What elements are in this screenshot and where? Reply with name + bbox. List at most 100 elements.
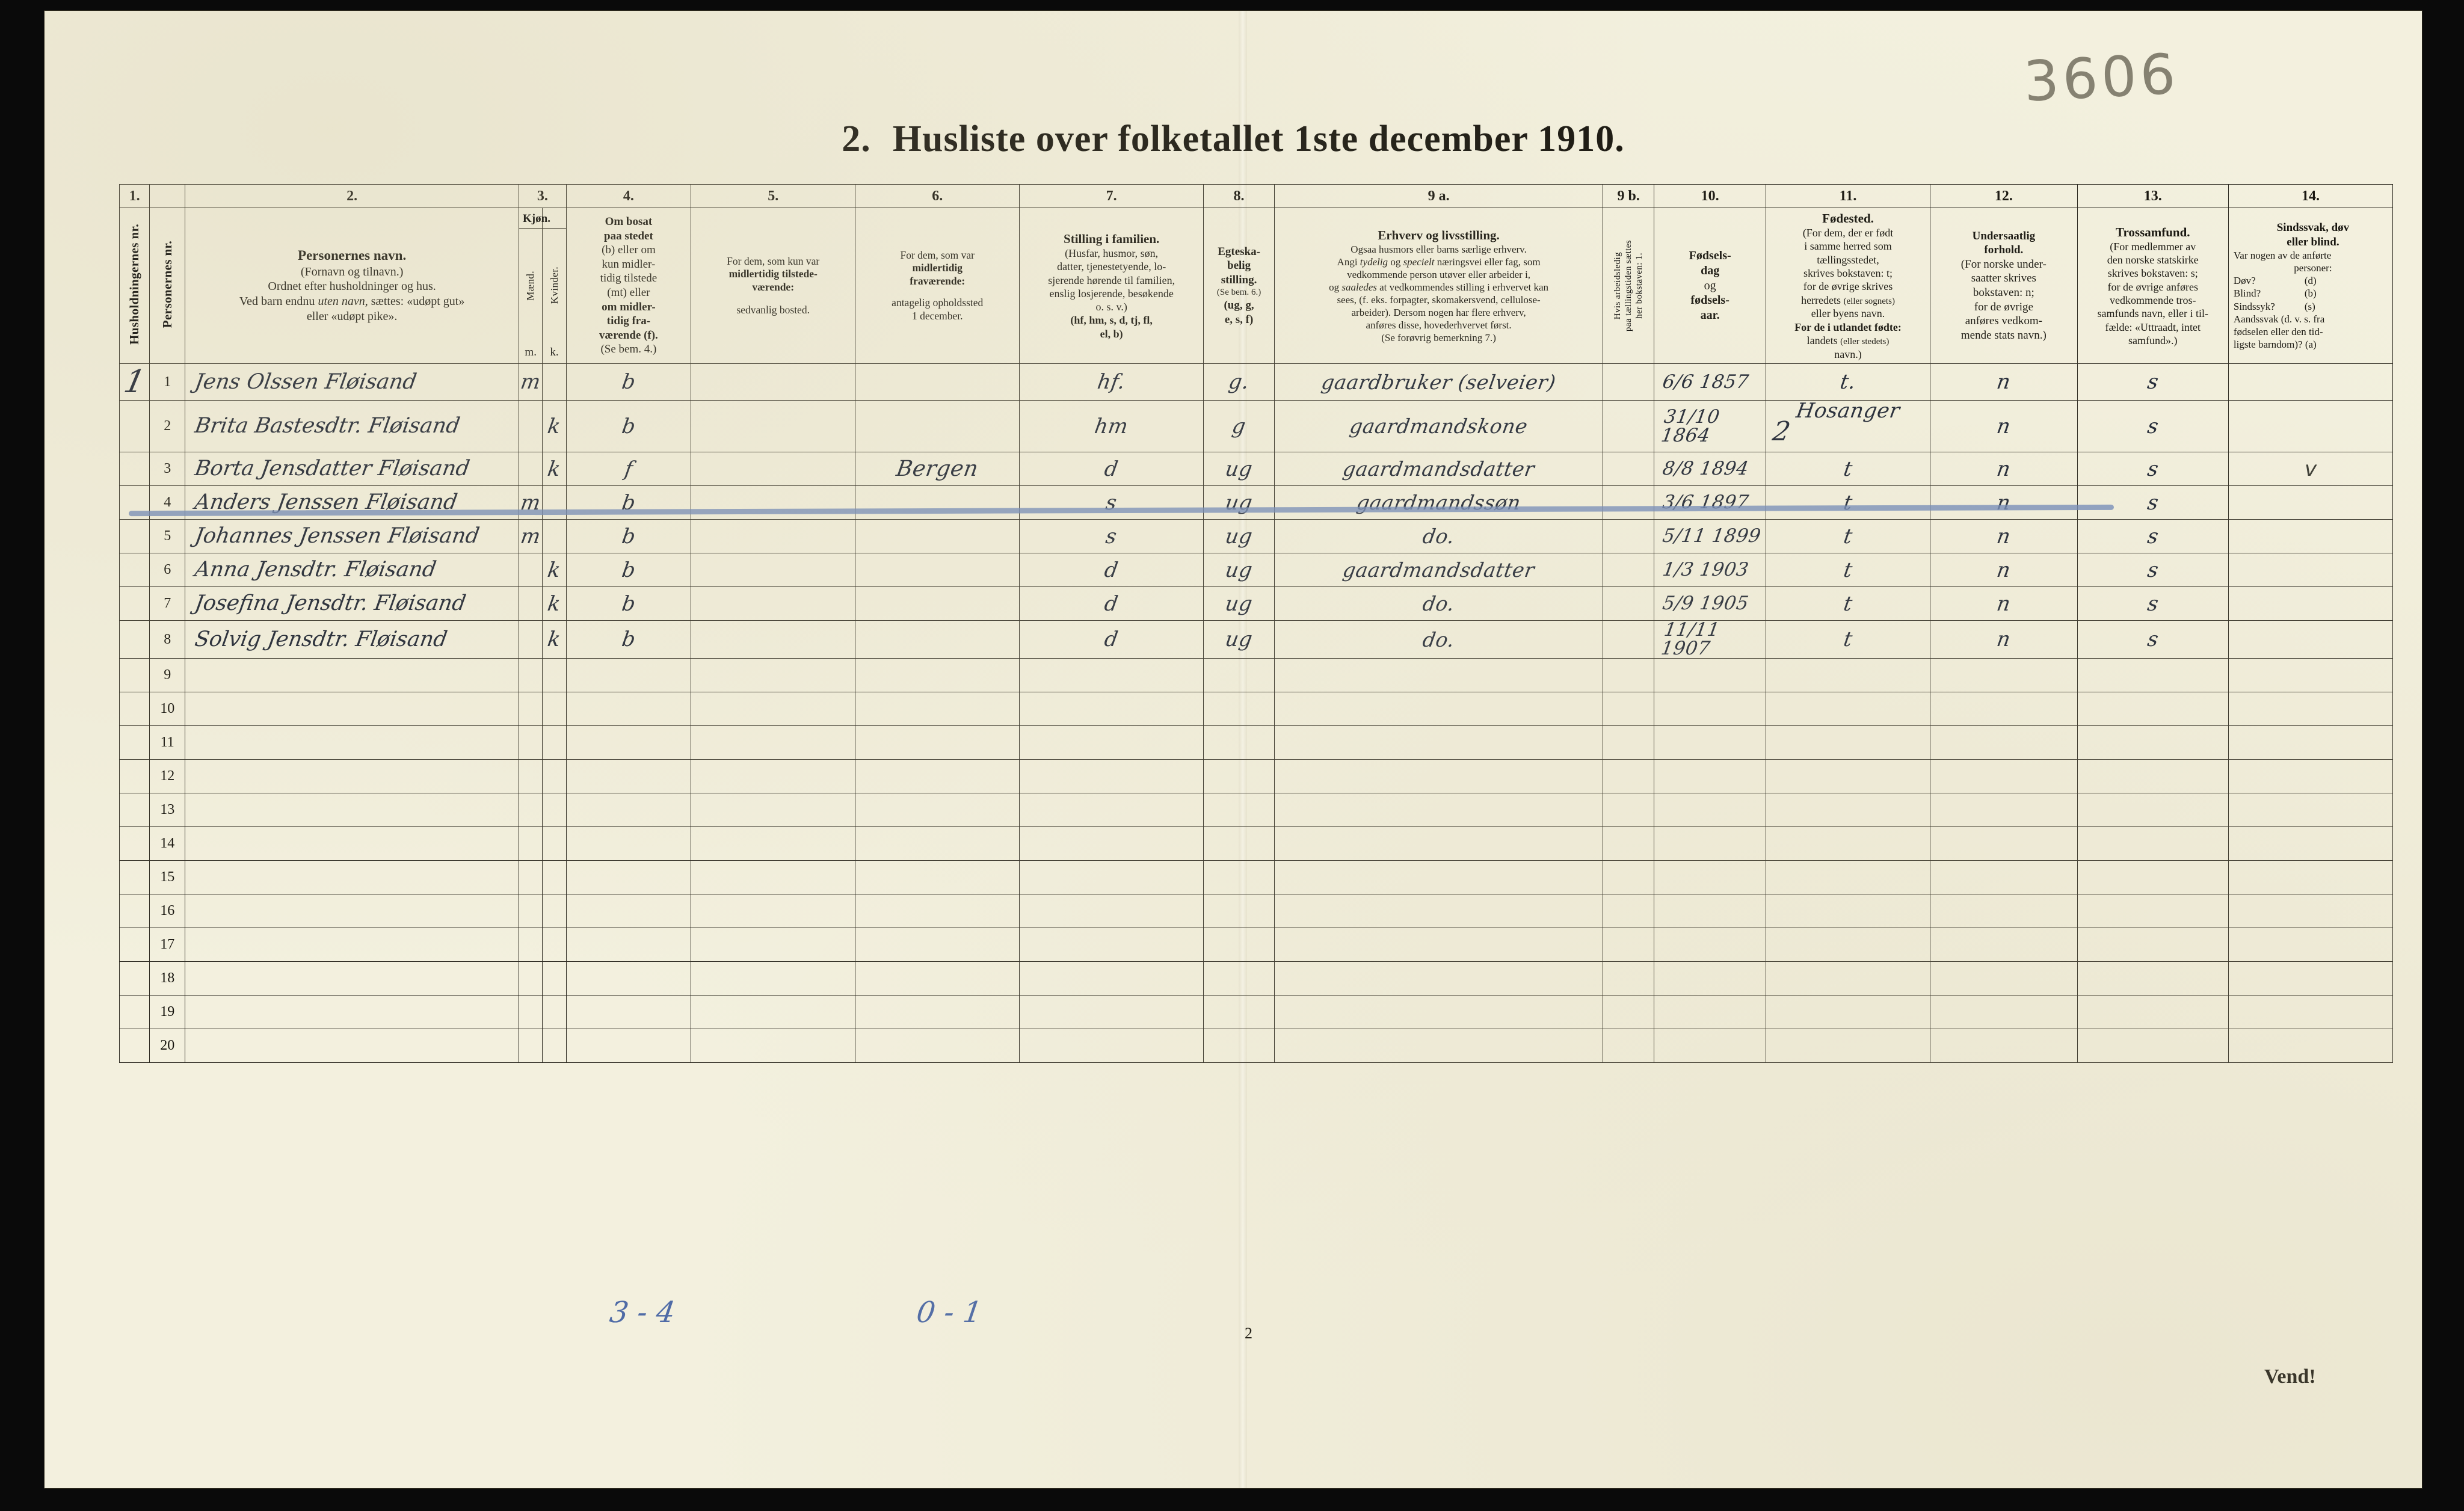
cell-empty: [542, 995, 567, 1029]
cell-person-name: Solvig Jensdtr. Fløisand: [185, 620, 520, 659]
person-no-value: 7: [164, 595, 171, 611]
header-name-l4: eller «udøpt pike».: [306, 310, 398, 324]
cell-empty: [565, 759, 692, 793]
cell-citizenship: n: [1930, 519, 2078, 553]
table-row-blank: 16: [119, 894, 2394, 928]
cell-empty: [519, 995, 543, 1029]
person-no-value: 11: [160, 734, 174, 750]
cell-family-position: d: [1019, 620, 1204, 659]
header-citizenship: Undersaatlig forhold. (For norske under-…: [1930, 208, 2078, 364]
paper-sheet: 3606 2. Husliste over folketallet 1ste de…: [45, 11, 2422, 1488]
colnum-11: 11.: [1765, 184, 1931, 208]
cell-residence-status: b: [565, 363, 692, 401]
cell-empty: [2228, 658, 2394, 692]
occupation-value: gaardmandskone: [1348, 414, 1530, 438]
header-temp-present: For dem, som kun var midlertidig tilsted…: [691, 208, 856, 364]
table-row-blank: 10: [119, 692, 2394, 726]
cell-empty: [1019, 894, 1204, 928]
cell-empty: [565, 1029, 692, 1063]
cell-empty: [2228, 995, 2394, 1029]
cell-absent-location: [855, 620, 1020, 659]
cell-person-no: 3: [149, 452, 186, 486]
cell-empty: [1019, 995, 1204, 1029]
cell-absent-location: [855, 400, 1020, 452]
cell-empty: [565, 793, 692, 827]
person-no-value: 6: [164, 562, 171, 577]
cell-sex-male: [519, 553, 543, 587]
cell-empty: [2228, 826, 2394, 861]
cell-empty: [2228, 894, 2394, 928]
table-row-blank: 20: [119, 1029, 2394, 1063]
person-no-value: 1: [164, 374, 171, 390]
cell-empty: [1603, 995, 1655, 1029]
cell-empty: [1203, 1029, 1275, 1063]
cell-empty: [855, 860, 1020, 894]
cell-empty: [2077, 793, 2229, 827]
archive-number: 3606: [2022, 42, 2181, 114]
cell-empty: [565, 826, 692, 861]
table-row: 8 Solvig Jensdtr. Fløisand k b d ug do. 11/11 1…: [119, 619, 2394, 659]
header-name-l1: (Fornavn og tilnavn.): [300, 265, 404, 279]
cell-empty: [691, 759, 856, 793]
colnum-9a: 9 a.: [1274, 184, 1604, 208]
citizenship-value: n: [1995, 558, 2013, 582]
cell-empty: [519, 658, 543, 692]
cell-usual-residence: [691, 485, 856, 520]
cell-religion: s: [2077, 620, 2229, 659]
cell-sex-female: [542, 363, 567, 401]
cell-empty: [1930, 826, 2078, 861]
marital-status-value: ug: [1224, 558, 1255, 582]
cell-empty: [565, 961, 692, 996]
colnum-12: 12.: [1930, 184, 2078, 208]
cell-empty: [119, 860, 150, 894]
cell-empty: [1930, 860, 2078, 894]
colnum-6: 6.: [855, 184, 1020, 208]
cell-empty: [542, 894, 567, 928]
cell-household-no: [119, 553, 150, 587]
cell-empty: [1603, 928, 1655, 962]
cell-empty: [1203, 961, 1275, 996]
cell-usual-residence: [691, 586, 856, 621]
cell-household-no: [119, 586, 150, 621]
header-name-l3: Ved barn endnu uten navn, sættes: «udøpt…: [239, 295, 465, 309]
cell-marital-status: ug: [1203, 452, 1275, 486]
religion-value: s: [2145, 414, 2160, 439]
person-name-value: Anders Jenssen Fløisand: [193, 490, 460, 514]
cell-birth-date: 6/6 1857: [1654, 363, 1766, 401]
cell-empty: [565, 995, 692, 1029]
cell-empty: [542, 961, 567, 996]
sex-male-value: m: [519, 370, 543, 394]
cell-empty: [1603, 759, 1655, 793]
cell-empty: [542, 860, 567, 894]
cell-residence-status: b: [565, 586, 692, 621]
person-no-value: 10: [160, 701, 175, 716]
cell-person-name: Brita Bastesdtr. Fløisand: [185, 400, 520, 452]
colnum-9b: 9 b.: [1603, 184, 1655, 208]
cell-sex-female: k: [542, 553, 567, 587]
religion-value: s: [2145, 627, 2160, 651]
cell-empty: [1019, 793, 1204, 827]
table-row-blank: 14: [119, 826, 2394, 861]
colnum-4: 4.: [565, 184, 692, 208]
residence-status-value: b: [620, 414, 638, 439]
cell-empty: [1765, 1029, 1931, 1063]
cell-empty: [2228, 961, 2394, 996]
cell-birth-date: 5/9 1905: [1654, 586, 1766, 621]
cell-sex-female: k: [542, 452, 567, 486]
cell-person-no: 10: [149, 692, 186, 726]
cell-person-no: 15: [149, 860, 186, 894]
birth-place-value: t: [1841, 558, 1855, 582]
cell-empty: [1765, 995, 1931, 1029]
cell-empty: [1603, 725, 1655, 760]
cell-empty: [1603, 793, 1655, 827]
person-no-value: 16: [160, 903, 175, 919]
cell-disability: [2228, 620, 2394, 659]
cell-empty: [691, 658, 856, 692]
cell-absent-location: [855, 363, 1020, 401]
cell-empty: [1654, 725, 1766, 760]
cell-person-no: 12: [149, 759, 186, 793]
cell-empty: [1019, 826, 1204, 861]
person-no-value: 20: [160, 1038, 175, 1053]
cell-birth-place: t: [1765, 485, 1931, 520]
cell-person-name: Jens Olssen Fløisand: [185, 363, 520, 401]
